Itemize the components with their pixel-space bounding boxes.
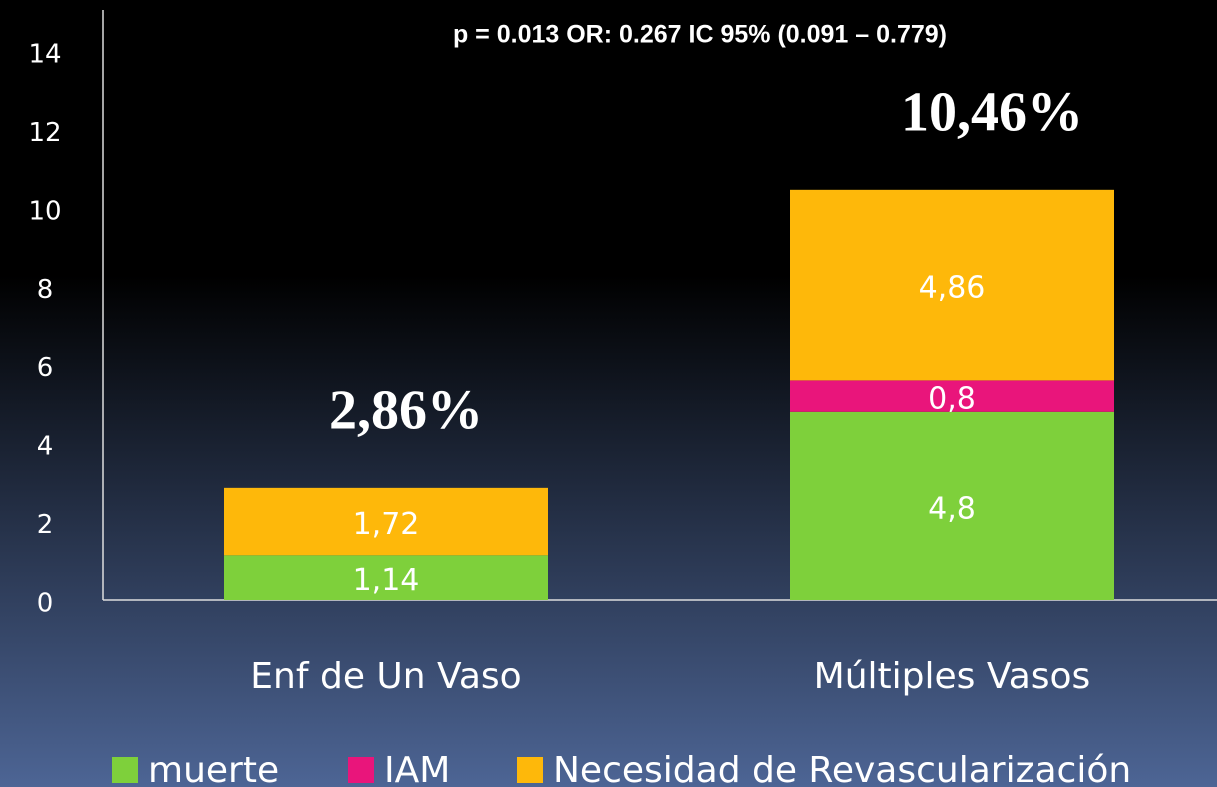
- chart-title: p = 0.013 OR: 0.267 IC 95% (0.091 – 0.77…: [453, 21, 947, 49]
- y-tick-label: 14: [28, 40, 61, 70]
- y-tick-label: 4: [37, 432, 54, 462]
- value-label: 4,86: [919, 271, 986, 306]
- value-label: 1,14: [353, 563, 420, 598]
- bar-segment: [790, 189, 1114, 381]
- bar-segment: [224, 487, 548, 556]
- legend-swatch: [348, 757, 374, 783]
- annotation: 10,46%: [901, 82, 1083, 144]
- bar-segment: [790, 380, 1114, 412]
- legend-swatch: [517, 757, 543, 783]
- legend-label: Necesidad de Revascularización: [553, 750, 1131, 787]
- legend-label: IAM: [384, 750, 450, 787]
- legend-swatch: [112, 757, 138, 783]
- value-label: 0,8: [928, 382, 976, 417]
- value-label: 4,8: [928, 491, 976, 526]
- y-tick-label: 6: [37, 353, 54, 383]
- annotation: 2,86%: [329, 380, 483, 442]
- legend-label: muerte: [148, 750, 279, 787]
- value-label: 1,72: [353, 507, 420, 542]
- bar-segment: [224, 555, 548, 600]
- x-tick-label: Enf de Un Vaso: [250, 656, 521, 697]
- y-tick-label: 12: [28, 118, 61, 148]
- y-tick-label: 0: [37, 589, 54, 619]
- y-tick-label: 2: [37, 510, 54, 540]
- y-tick-label: 8: [37, 275, 54, 305]
- x-tick-label: Múltiples Vasos: [814, 656, 1091, 697]
- y-tick-label: 10: [28, 196, 61, 226]
- bar-segment: [790, 411, 1114, 600]
